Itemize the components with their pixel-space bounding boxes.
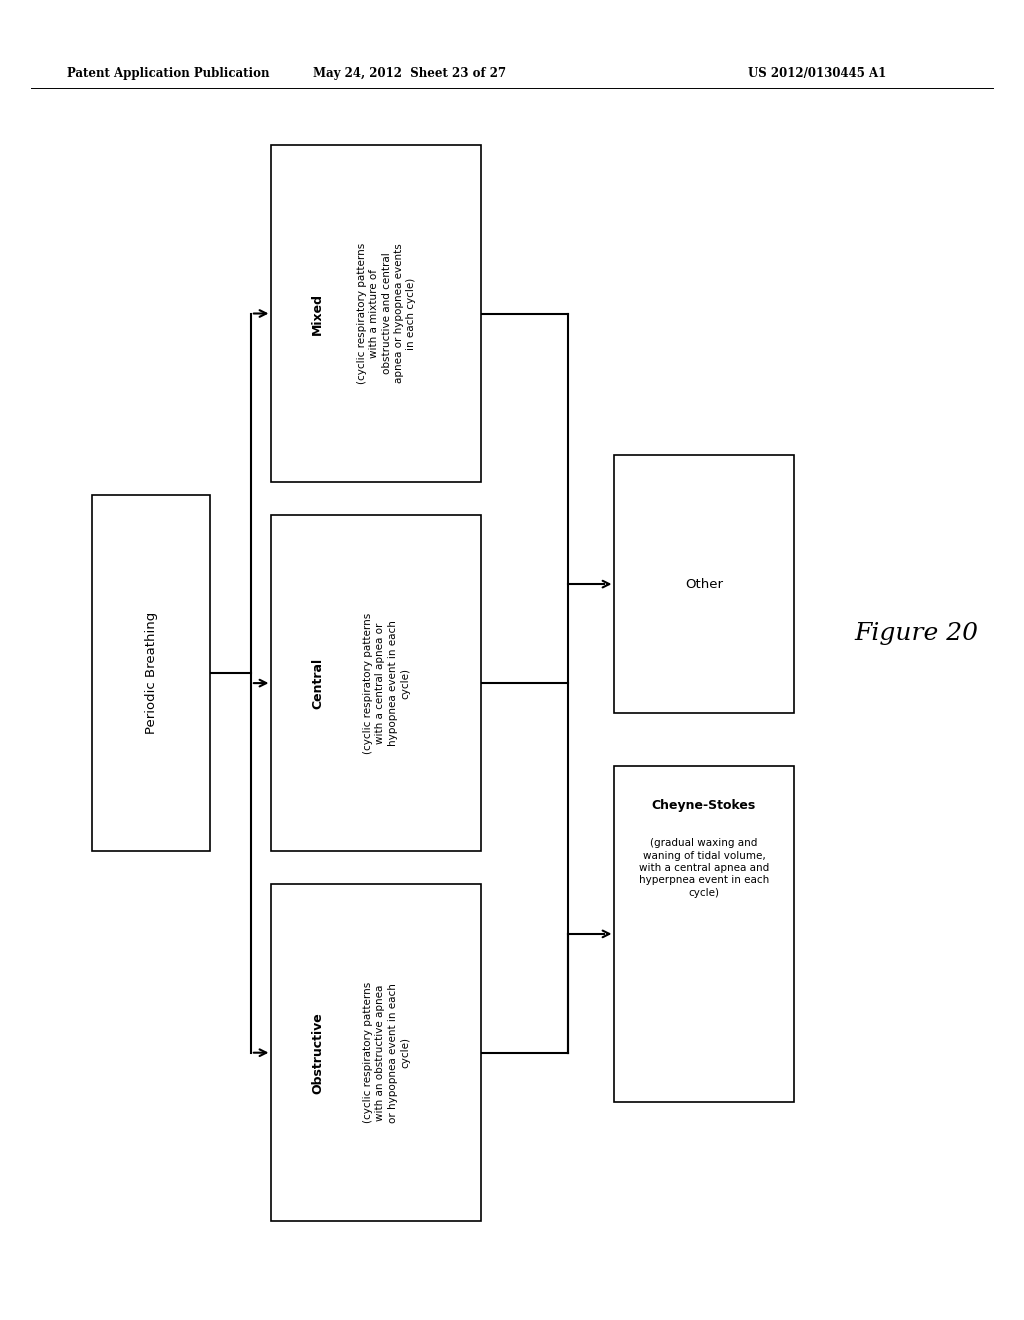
Text: May 24, 2012  Sheet 23 of 27: May 24, 2012 Sheet 23 of 27 [313,67,506,81]
FancyBboxPatch shape [271,884,481,1221]
FancyBboxPatch shape [92,495,210,851]
Text: (cyclic respiratory patterns
with an obstructive apnea
or hypopnea event in each: (cyclic respiratory patterns with an obs… [362,982,411,1123]
FancyBboxPatch shape [614,766,794,1102]
Text: Mixed: Mixed [311,293,324,334]
Text: (cyclic respiratory patterns
with a mixture of
obstructive and central
apnea or : (cyclic respiratory patterns with a mixt… [356,243,417,384]
Text: (gradual waxing and
waning of tidal volume,
with a central apnea and
hyperpnea e: (gradual waxing and waning of tidal volu… [639,838,769,898]
Text: Central: Central [311,657,324,709]
FancyBboxPatch shape [271,145,481,482]
Text: Other: Other [685,578,723,590]
FancyBboxPatch shape [271,515,481,851]
FancyBboxPatch shape [614,455,794,713]
Text: Figure 20: Figure 20 [854,622,979,645]
Text: Obstructive: Obstructive [311,1012,324,1093]
Text: Periodic Breathing: Periodic Breathing [144,612,158,734]
Text: (cyclic respiratory patterns
with a central apnea or
hypopnea event in each
cycl: (cyclic respiratory patterns with a cent… [362,612,411,754]
Text: Patent Application Publication: Patent Application Publication [67,67,269,81]
Text: Cheyne-Stokes: Cheyne-Stokes [652,799,756,812]
Text: US 2012/0130445 A1: US 2012/0130445 A1 [748,67,886,81]
